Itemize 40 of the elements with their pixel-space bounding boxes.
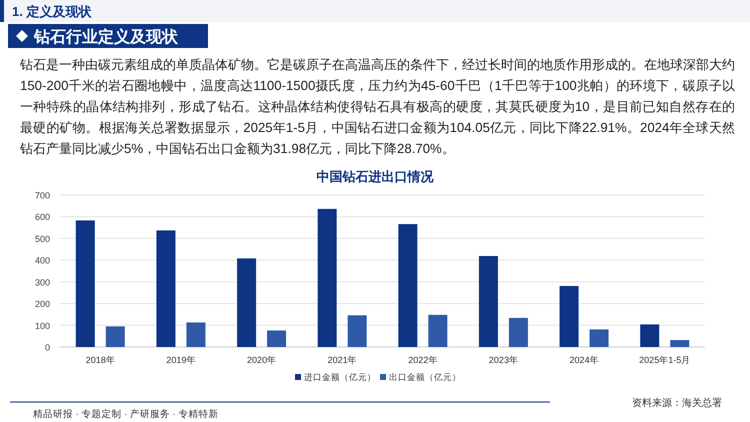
legend-label: 出口金额（亿元）	[389, 372, 461, 382]
y-tick-label: 400	[34, 256, 50, 266]
text: 钻石是一种由碳元素组成的单质晶体矿物。它是碳原子在高温高压的条件下，经过长时间的地质作用形成的。在地球深部大约150-200千米的岩石圈地幔中，温度高达1100-1500摄氏度，压力约为45-60千巴（1千巴等于100兆帕）的环境下，碳原子以一种特殊的晶体结构排列，形成了钻石。这种晶体结构使得钻石具有极高的硬度，其莫氏硬度为10，是目前已知自然存在的最硬的矿物。根据海关总署数据显示，2025年1-5月，中国钻石进口金额为104.05亿元，同比下降22.91%。2024年全球天然钻石产量同比减少5%，中国钻石出口金额为31.98亿元，同比下降28.70%。	[20, 56, 735, 158]
bar	[156, 230, 176, 347]
x-tick-label: 2023年	[488, 355, 518, 365]
text: 1. 定义及现状	[12, 4, 92, 19]
bar	[318, 208, 337, 347]
y-tick-label: 0	[44, 342, 50, 352]
x-tick-label: 2025年1-5月	[639, 355, 690, 365]
y-tick-label: 300	[34, 277, 50, 288]
x-tick-label: 2022年	[408, 355, 438, 365]
bar	[186, 322, 206, 347]
bar	[670, 340, 690, 347]
bar	[590, 329, 609, 347]
y-tick-label: 100	[34, 320, 50, 331]
bar	[478, 256, 498, 347]
y-tick-label: 500	[34, 234, 50, 244]
x-tick-label: 2020年	[247, 355, 276, 365]
bar	[76, 220, 95, 347]
y-tick-label: 200	[34, 299, 50, 310]
y-tick-label: 600	[34, 212, 50, 222]
x-tick-label: 2024年	[570, 355, 599, 365]
bar	[267, 330, 286, 347]
bar	[560, 286, 579, 347]
x-tick-label: 2019年	[166, 355, 196, 365]
bar	[106, 326, 125, 347]
legend-label: 进口金额（亿元）	[304, 372, 376, 382]
x-tick-label: 2021年	[328, 355, 357, 365]
bar	[428, 314, 448, 347]
text: 资料来源：海关总署	[632, 397, 722, 409]
chart-title: 中国钻石进出口情况	[316, 169, 434, 184]
x-tick-label: 2018年	[86, 355, 115, 365]
bar	[237, 258, 256, 347]
bar	[640, 324, 660, 347]
bar	[348, 315, 367, 347]
y-tick-label: 700	[34, 190, 50, 200]
text: 精品研报 · 专题定制 · 产研服务 · 专精特新	[33, 408, 218, 420]
text: 钻石行业定义及现状	[33, 28, 179, 46]
bar	[508, 318, 528, 347]
bar	[398, 224, 418, 347]
